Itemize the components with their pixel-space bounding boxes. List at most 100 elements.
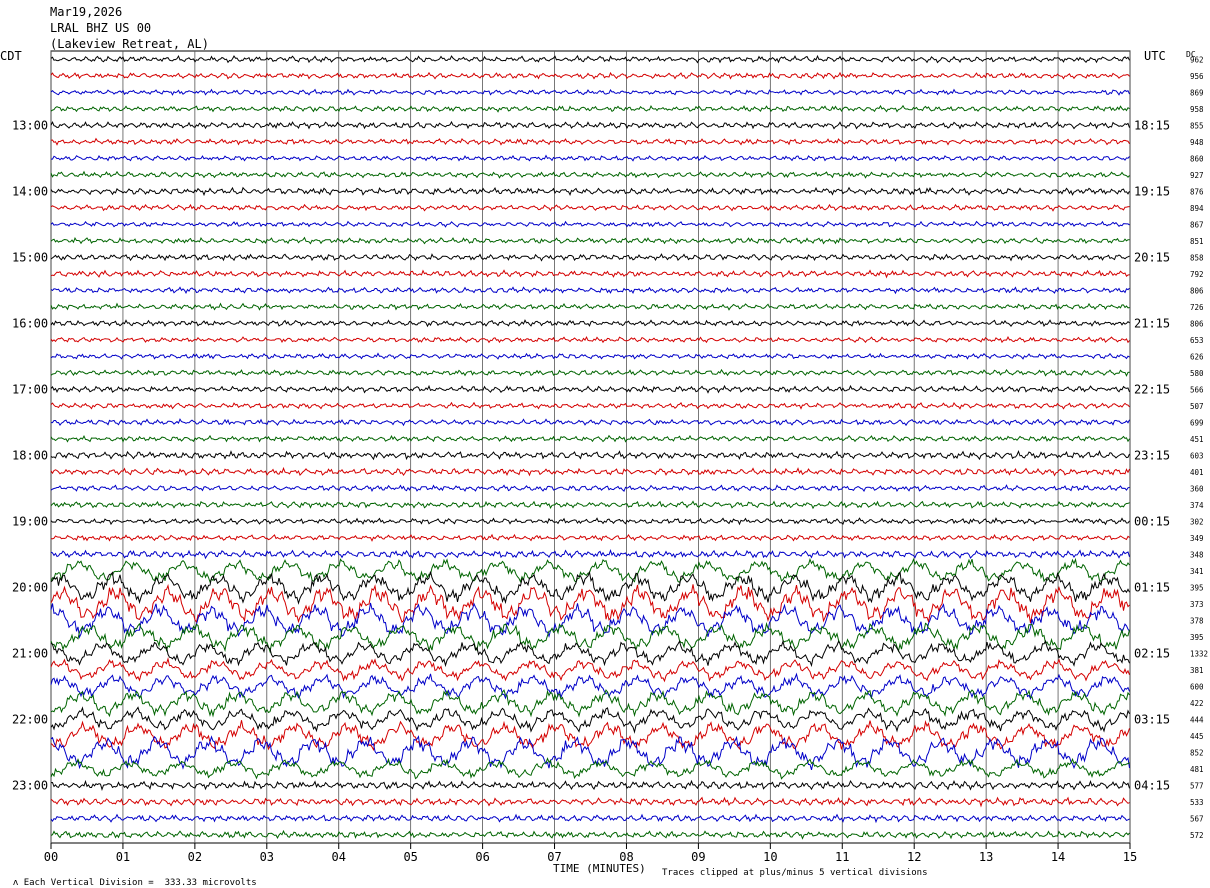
dc-value-label: 726 [1190, 303, 1204, 312]
dc-value-label: 533 [1190, 798, 1204, 807]
trace-line [50, 500, 1130, 510]
dc-value-label: 855 [1190, 121, 1204, 130]
trace-line [50, 104, 1130, 113]
x-tick-label: 08 [619, 850, 633, 864]
trace-line [50, 319, 1130, 328]
dc-value-label: 444 [1190, 715, 1204, 724]
clip-note: Traces clipped at plus/minus 5 vertical … [662, 868, 928, 878]
x-tick-label: 04 [332, 850, 346, 864]
x-axis-ticks: 00 01 02 03 04 05 06 07 08 09 10 11 12 13 14 15 [44, 843, 1137, 864]
dc-value-label: 451 [1190, 435, 1204, 444]
trace-line [50, 269, 1130, 279]
dc-value-label: 507 [1190, 402, 1204, 411]
x-tick-label: 09 [691, 850, 705, 864]
trace-line [50, 302, 1130, 311]
utc-hour-label: 19:15 [1134, 184, 1170, 198]
cdt-hour-label: 13:00 [12, 118, 48, 132]
cdt-hour-label: 17:00 [12, 382, 48, 396]
x-tick-label: 10 [763, 850, 777, 864]
trace-line [50, 352, 1130, 360]
dc-value-label: 792 [1190, 270, 1204, 279]
trace-line [50, 220, 1130, 228]
dc-value-label: 395 [1190, 633, 1204, 642]
seismic-traces: 962 956 869 958 855 948 860 927 876 894 867 851 858 7… [50, 54, 1208, 840]
dc-value-label: 851 [1190, 237, 1204, 246]
dc-value-label: 360 [1190, 484, 1204, 493]
trace-line [50, 548, 1130, 560]
trace-line [50, 639, 1130, 668]
minute-gridlines [50, 51, 1131, 843]
dc-value-label: 577 [1190, 781, 1204, 790]
trace-line [50, 706, 1130, 734]
dc-value-label: 481 [1190, 765, 1204, 774]
trace-line [50, 813, 1130, 824]
dc-value-label: 948 [1190, 138, 1204, 147]
dc-value-label: 566 [1190, 385, 1204, 394]
trace-line [50, 656, 1130, 683]
trace-line [50, 570, 1130, 605]
utc-hour-label: 22:15 [1134, 382, 1170, 396]
x-tick-label: 14 [1051, 850, 1065, 864]
chart-header: Mar19,2026 LRAL BHZ US 00 (Lakeview Retr… [50, 4, 209, 52]
trace-line [50, 829, 1130, 840]
trace-line [50, 88, 1130, 96]
x-tick-label: 07 [547, 850, 561, 864]
dc-value-label: 603 [1190, 451, 1204, 460]
trace-line [50, 621, 1130, 654]
trace-line [51, 154, 1130, 162]
dc-value-label: 852 [1190, 748, 1204, 757]
dc-value-label: 894 [1190, 204, 1204, 213]
trace-line [50, 466, 1130, 477]
dc-value-label: 699 [1190, 418, 1204, 427]
dc-value-label: 401 [1190, 468, 1204, 477]
cdt-hour-label: 15:00 [12, 250, 48, 264]
utc-hour-label: 04:15 [1134, 778, 1170, 792]
dc-value-label: 378 [1190, 616, 1204, 625]
dc-column-title: DC [1186, 50, 1196, 59]
trace-line [50, 368, 1130, 377]
utc-hour-label: 00:15 [1134, 514, 1170, 528]
cdt-hour-label: 22:00 [12, 712, 48, 726]
trace-line [50, 672, 1130, 700]
trace-line [50, 796, 1130, 808]
dc-value-label: 860 [1190, 154, 1204, 163]
utc-hour-label: 02:15 [1134, 646, 1170, 660]
trace-line [50, 401, 1130, 410]
header-location: (Lakeview Retreat, AL) [50, 37, 209, 51]
x-tick-label: 00 [44, 850, 58, 864]
trace-line [50, 434, 1130, 443]
dc-value-label: 956 [1190, 72, 1204, 81]
dc-value-label: 348 [1190, 550, 1204, 559]
x-axis-title: TIME (MINUTES) [553, 862, 646, 875]
dc-value-label: 349 [1190, 534, 1204, 543]
trace-line [50, 449, 1130, 461]
utc-hour-label: 23:15 [1134, 448, 1170, 462]
dc-value-label: 302 [1190, 517, 1204, 526]
cdt-hour-label: 14:00 [12, 184, 48, 198]
header-station: LRAL BHZ US 00 [50, 21, 152, 35]
trace-line [50, 236, 1130, 245]
trace-line [50, 689, 1130, 718]
cdt-hour-label: 19:00 [12, 514, 48, 528]
x-tick-label: 01 [116, 850, 130, 864]
scale-marker-icon: ʌ [12, 878, 24, 888]
dc-value-label: 867 [1190, 220, 1204, 229]
x-tick-label: 11 [835, 850, 849, 864]
dc-value-label: 876 [1190, 187, 1204, 196]
trace-line [50, 71, 1130, 80]
dc-value-label: 626 [1190, 352, 1204, 361]
trace-line [50, 484, 1130, 493]
dc-value-label: 395 [1190, 583, 1204, 592]
dc-value-label: 1332 [1190, 649, 1208, 658]
header-date: Mar19,2026 [50, 5, 123, 19]
trace-line [50, 253, 1130, 262]
dc-value-label: 806 [1190, 286, 1204, 295]
x-tick-label: 12 [907, 850, 921, 864]
x-tick-label: 03 [260, 850, 274, 864]
trace-line [50, 120, 1130, 130]
utc-hour-label: 21:15 [1134, 316, 1170, 330]
dc-value-label: 341 [1190, 567, 1204, 576]
left-axis-title: CDT [0, 49, 22, 63]
cdt-hour-label: 21:00 [12, 646, 48, 660]
dc-value-label: 580 [1190, 369, 1204, 378]
